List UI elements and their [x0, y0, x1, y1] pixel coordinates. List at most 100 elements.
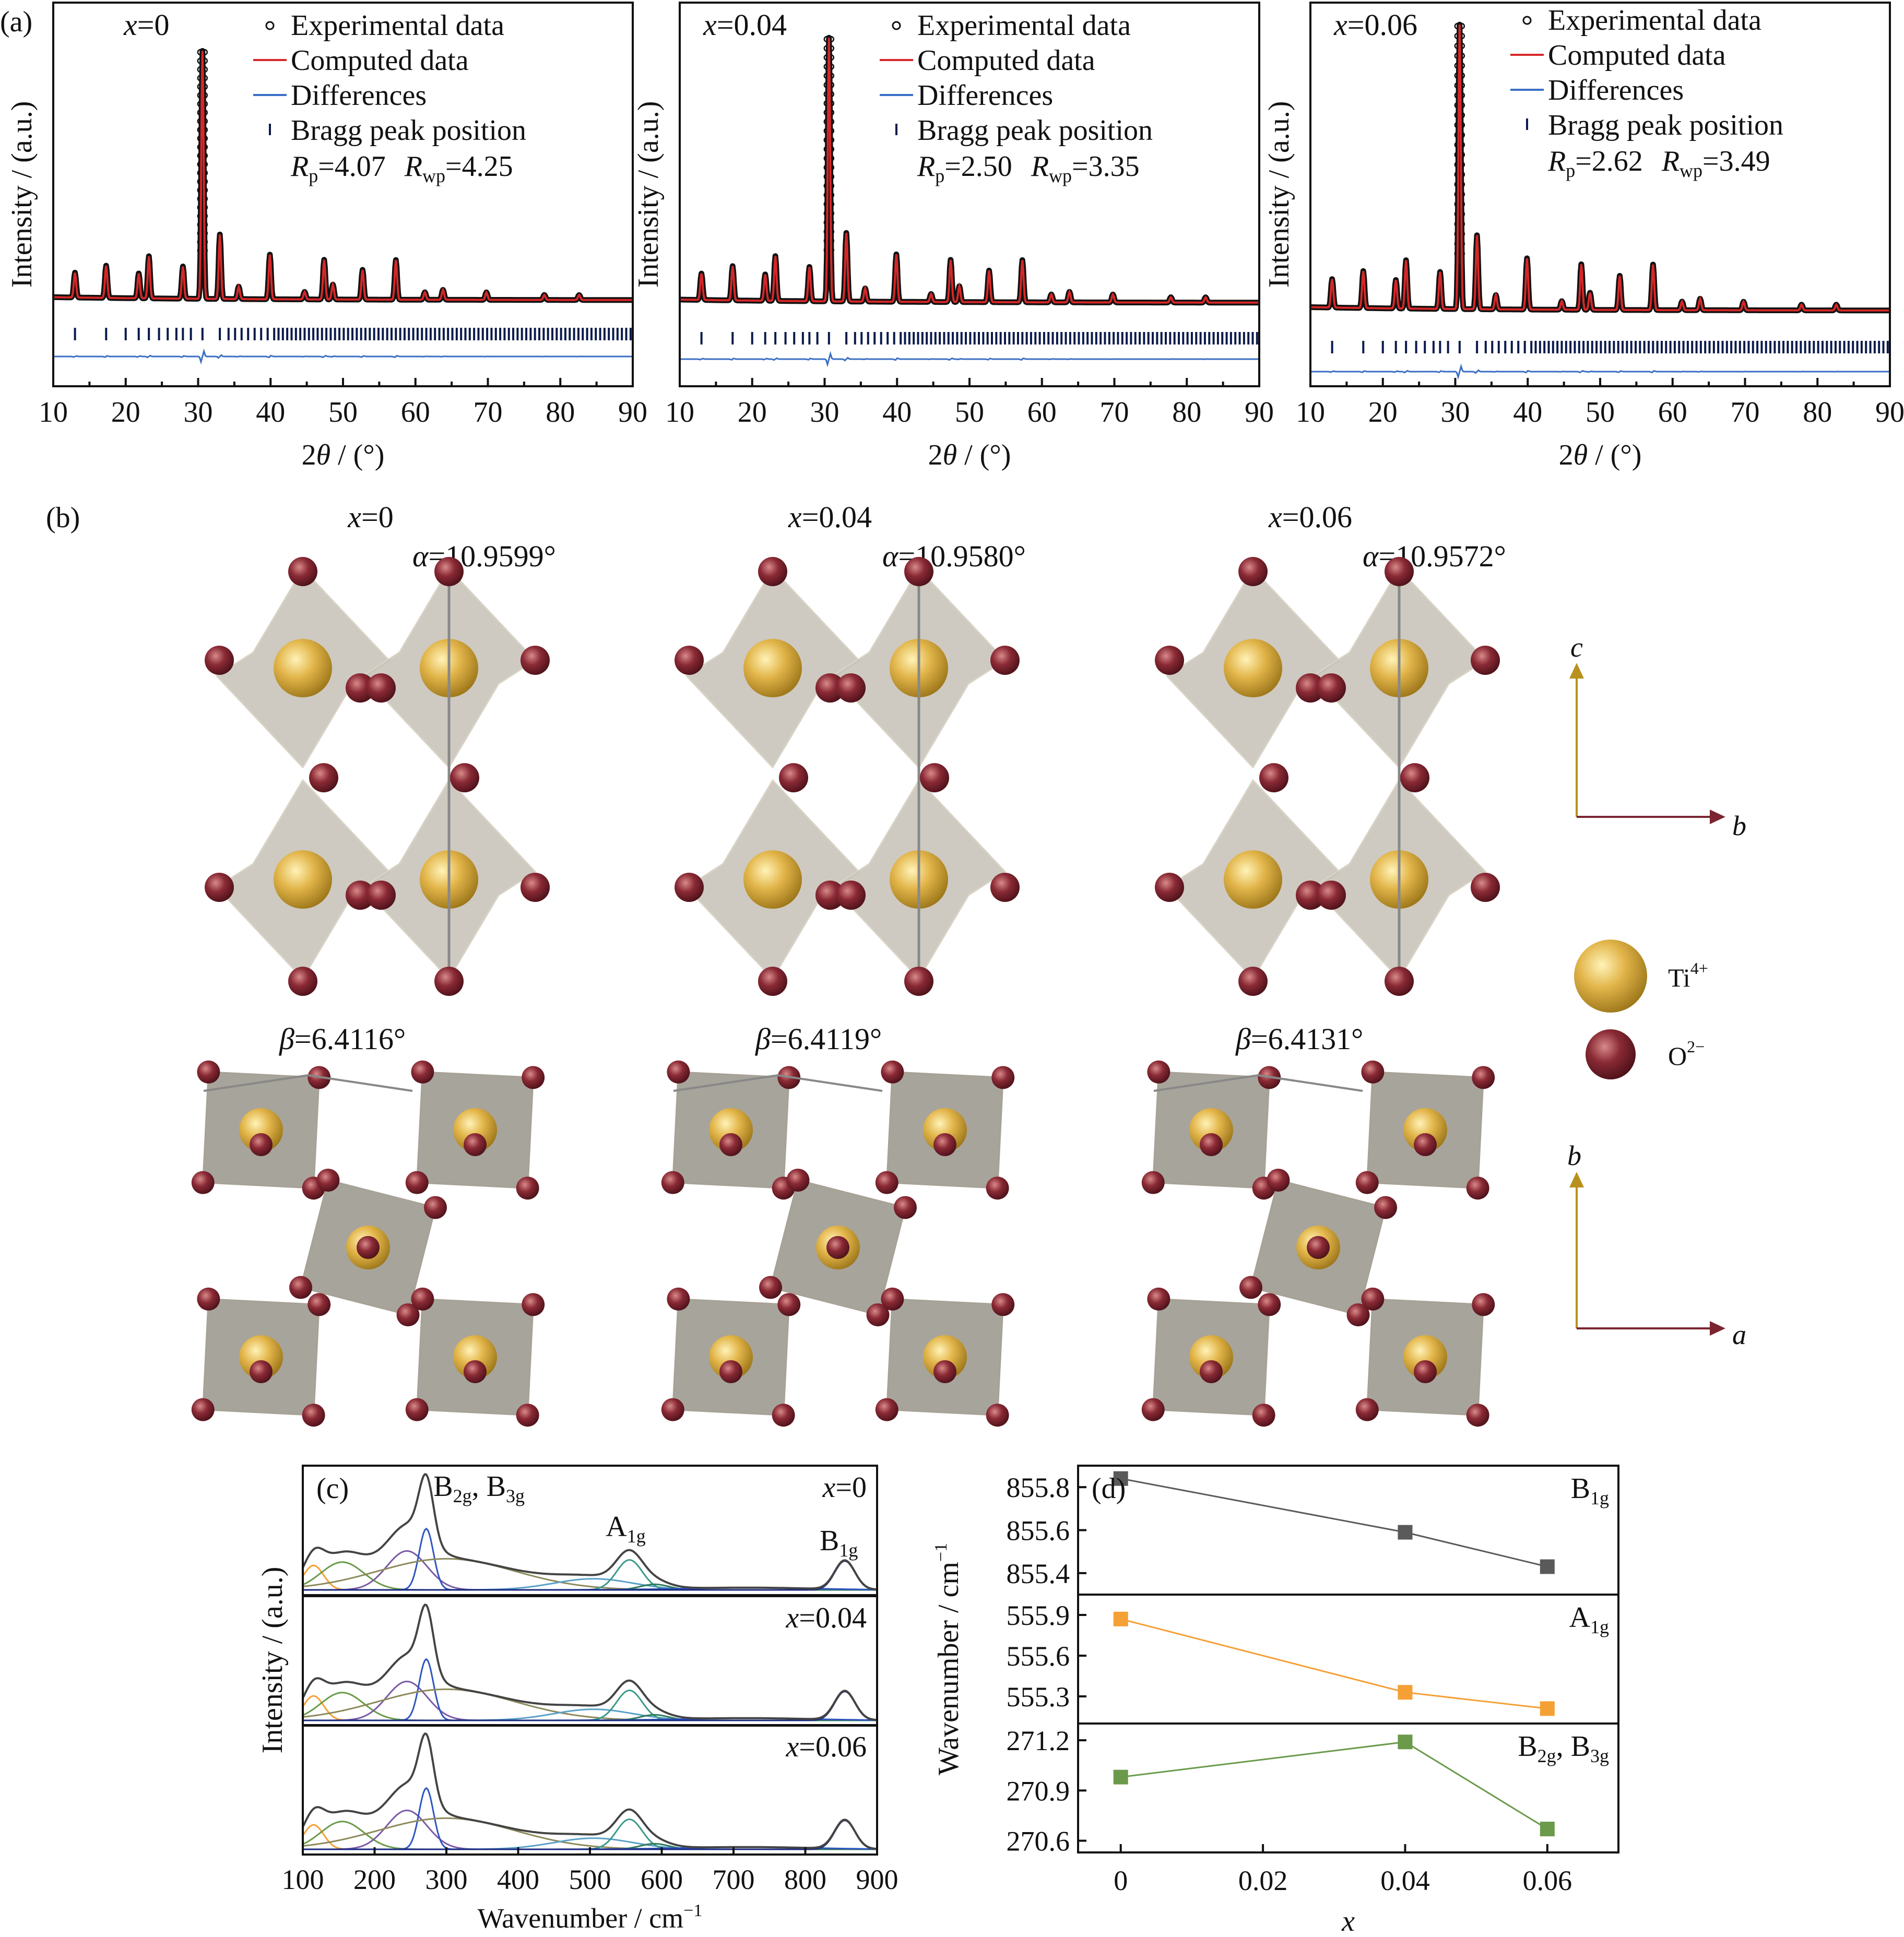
o-ion	[191, 1171, 215, 1194]
fitted-band	[303, 1691, 878, 1721]
ti-ion	[274, 639, 332, 697]
o-ion	[1361, 1060, 1385, 1084]
o-ion	[521, 646, 550, 675]
o-ion	[991, 1293, 1015, 1316]
o-ion	[1155, 646, 1184, 675]
o-ion	[1147, 1060, 1170, 1084]
o-ion	[522, 1066, 545, 1089]
y-tick-label: 855.8	[1007, 1472, 1070, 1503]
o-ion	[881, 1287, 904, 1311]
o-ion	[836, 673, 866, 703]
x-tick-label: 50	[328, 396, 358, 429]
o-ion	[357, 1236, 380, 1259]
o-ion	[920, 763, 949, 792]
o-ion	[758, 967, 787, 996]
composition-label: x=0.06	[1333, 8, 1417, 42]
o-ion	[1400, 763, 1429, 792]
fitted-band	[303, 1681, 877, 1721]
composition-label: x=0.04	[788, 500, 872, 534]
o-ion	[250, 1360, 273, 1383]
beta-angle-label: β=6.4131°	[1235, 1022, 1363, 1056]
x-tick-label: 700	[713, 1864, 755, 1895]
o-ion	[759, 1276, 782, 1299]
mode-label-b2g-b3g: B2g, B3g	[433, 1470, 525, 1506]
x-tick-label: 30	[810, 396, 839, 429]
legend-computed: Computed data	[917, 44, 1095, 77]
o-ion	[894, 1196, 917, 1219]
o-ion	[1296, 881, 1325, 910]
o-ion	[250, 1133, 273, 1156]
o-ion	[758, 557, 787, 586]
y-axis-label: Intensity / (a.u.)	[632, 101, 665, 288]
o-ion	[522, 1293, 545, 1316]
x-tick-label: 500	[569, 1864, 611, 1895]
o-ion	[772, 1404, 795, 1427]
o-ion	[288, 967, 317, 996]
legend-experimental: Experimental data	[291, 9, 504, 42]
ti-ion	[709, 1335, 753, 1379]
o-ion	[434, 967, 464, 996]
x-tick-label: 90	[618, 396, 647, 429]
legend-differences: Differences	[291, 79, 427, 112]
composition-label: x=0	[123, 8, 169, 42]
o-ion	[881, 1060, 904, 1084]
composition-label: x=0.04	[786, 1602, 867, 1634]
o-ion	[777, 1293, 801, 1316]
alpha-angle-label: α=10.9580°	[882, 539, 1026, 573]
o-ion	[405, 1398, 429, 1421]
o-ion	[205, 646, 234, 675]
o-ion	[450, 763, 479, 792]
o-ion	[288, 557, 317, 586]
o-ion	[1200, 1360, 1223, 1383]
o-ion	[1414, 1133, 1437, 1156]
wavenumber-subplot: 855.4 855.6 855.8 B1g (d)	[1007, 1465, 1619, 1596]
x-tick-label: 70	[1100, 396, 1129, 429]
x-tick-label: 40	[256, 396, 285, 429]
o-ion	[516, 1404, 539, 1427]
x-tick-label: 50	[1586, 396, 1615, 429]
top-view-structure	[661, 1060, 1015, 1427]
differences-series	[1310, 363, 1890, 380]
o-ion	[1355, 1171, 1379, 1194]
ti-ion	[239, 1335, 283, 1379]
o-ion	[904, 557, 933, 586]
legend-computed: Computed data	[1548, 39, 1726, 72]
plot-frame	[1077, 1594, 1619, 1725]
o-ion	[197, 1060, 220, 1084]
ion-legend: Ti4+ O2−	[1574, 940, 1708, 1079]
x-tick-label: 90	[1875, 396, 1904, 429]
wavenumber-subplot: 270.6 270.9 271.2 B2g, B3g	[1007, 1722, 1619, 1857]
computed-data-series	[679, 38, 1259, 304]
ti-ion	[239, 1108, 283, 1152]
o-ion	[1471, 646, 1500, 675]
legend-differences: Differences	[1548, 74, 1684, 106]
experimental-marker-icon	[265, 21, 275, 30]
mode-label: B1g	[1571, 1472, 1609, 1508]
fitted-band	[303, 1560, 878, 1591]
ti-ion	[709, 1108, 753, 1152]
alpha-angle-label: α=10.9599°	[412, 539, 556, 573]
legend-bragg: Bragg peak position	[1548, 109, 1783, 141]
xrd-subplot: 10 20 30 40 50 60 70 80 90 2θ / (°) Intensity / (a…	[632, 2, 1274, 471]
experimental-marker-icon	[892, 21, 901, 30]
x-tick-label: 400	[497, 1864, 539, 1895]
o-ion	[675, 873, 704, 902]
structure-column: x=0.04 α=10.9580° β=6.4119°	[661, 500, 1026, 1427]
beta-angle-label: β=6.4119°	[755, 1022, 882, 1056]
axis-label-b: b	[1732, 810, 1746, 841]
y-axis-label: Intensity / (a.u.)	[1263, 101, 1295, 288]
x-tick-label: 20	[111, 396, 140, 429]
unit-cell-edge	[203, 1074, 413, 1092]
computed-data-series	[1310, 25, 1890, 312]
data-point	[1540, 1822, 1555, 1837]
xrd-subplot: 10 20 30 40 50 60 70 80 90 2θ / (°) Intensity / (a…	[6, 2, 647, 471]
unit-cell-edge	[673, 1074, 883, 1092]
panel-label-b: (b)	[46, 502, 80, 534]
o-ion	[786, 1168, 810, 1192]
arrow-head-right-icon	[1710, 1321, 1725, 1336]
x-tick-label: 300	[425, 1864, 468, 1895]
measured-spectrum	[302, 1732, 878, 1850]
ti-ion	[453, 1108, 497, 1152]
x-tick-label: 60	[1027, 396, 1057, 429]
x-tick-label: 80	[1803, 396, 1832, 429]
